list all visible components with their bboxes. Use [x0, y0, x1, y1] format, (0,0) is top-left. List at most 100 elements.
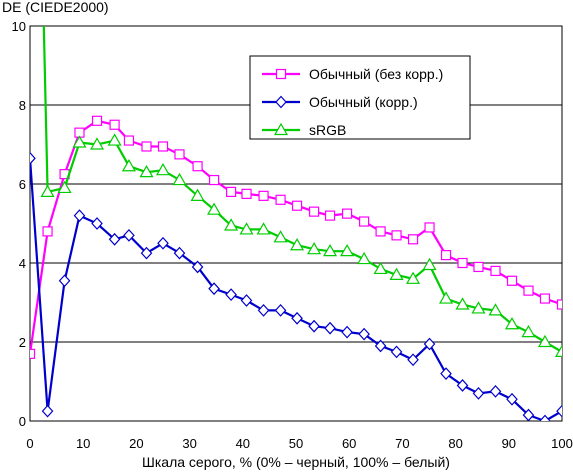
- legend-label: sRGB: [309, 122, 346, 138]
- data-point: [506, 392, 518, 406]
- x-tick-label: 70: [395, 436, 409, 451]
- series-3: [40, 26, 562, 357]
- data-point: [389, 267, 404, 280]
- data-point: [358, 327, 370, 341]
- legend-item: Обычный (корр.): [262, 94, 418, 110]
- data-point: [240, 294, 253, 307]
- data-point: [556, 299, 562, 310]
- data-point: [422, 257, 437, 271]
- data-point: [172, 172, 187, 186]
- legend-item: Обычный (без корр.): [262, 66, 443, 82]
- data-point: [274, 304, 287, 317]
- x-axis-title: Шкала серого, % (0% – черный, 100% – бел…: [142, 454, 450, 470]
- x-tick-label: 40: [236, 436, 250, 451]
- data-point: [391, 230, 402, 241]
- series-layer: [30, 26, 562, 421]
- data-point: [358, 216, 370, 227]
- data-point: [155, 162, 171, 176]
- data-point: [207, 202, 222, 215]
- x-tick-label: 0: [26, 436, 33, 451]
- data-point: [324, 321, 336, 335]
- data-point: [241, 188, 252, 199]
- y-tick-label: 2: [19, 335, 26, 350]
- data-point: [208, 282, 220, 296]
- data-point: [42, 226, 53, 237]
- data-point: [225, 186, 237, 197]
- data-point: [556, 404, 562, 418]
- data-point: [224, 218, 239, 231]
- data-point: [554, 344, 562, 357]
- data-point: [488, 303, 503, 316]
- data-point: [192, 161, 203, 172]
- data-point: [440, 367, 452, 380]
- data-point: [291, 311, 303, 325]
- data-point: [89, 137, 105, 150]
- data-point: [357, 251, 372, 265]
- data-point: [291, 200, 303, 211]
- y-tick-label: 4: [19, 256, 26, 271]
- data-point: [91, 115, 103, 126]
- y-tick-label: 8: [19, 98, 26, 113]
- data-point: [290, 238, 305, 251]
- data-point: [275, 194, 286, 205]
- y-tick-labels: 0 2 4 6 8 10: [12, 19, 26, 429]
- legend-label: Обычный (без корр.): [309, 66, 443, 82]
- data-point: [457, 257, 468, 269]
- data-point: [407, 353, 419, 367]
- series-2: [30, 151, 562, 421]
- data-point: [121, 159, 136, 172]
- data-point: [340, 243, 355, 257]
- data-point: [506, 275, 518, 286]
- data-point: [239, 222, 254, 235]
- x-tick-label: 20: [129, 436, 143, 451]
- series-line: [30, 158, 562, 421]
- data-point: [323, 243, 338, 257]
- data-point: [123, 228, 135, 242]
- data-point: [308, 206, 320, 217]
- data-point: [73, 209, 86, 222]
- data-point: [473, 261, 484, 273]
- data-point: [521, 324, 536, 338]
- data-point: [139, 164, 154, 178]
- data-point: [523, 285, 534, 296]
- data-point: [471, 301, 486, 314]
- data-point: [539, 414, 551, 421]
- x-tick-label: 30: [182, 436, 196, 451]
- data-point: [456, 379, 469, 392]
- x-tick-label: 60: [342, 436, 356, 451]
- data-point: [490, 265, 501, 276]
- data-point: [123, 135, 135, 146]
- data-point: [375, 226, 386, 237]
- plot-frame: [29, 25, 563, 422]
- data-point: [58, 274, 71, 288]
- data-point: [107, 133, 122, 146]
- data-point: [341, 208, 353, 219]
- legend-item: sRGB: [262, 122, 346, 138]
- data-point: [41, 404, 54, 418]
- x-tick-label: 90: [502, 436, 516, 451]
- data-point: [273, 230, 288, 243]
- y-tick-label: 6: [19, 177, 26, 192]
- data-point: [440, 250, 452, 261]
- data-point: [424, 222, 435, 233]
- data-point: [374, 339, 387, 353]
- data-point: [30, 151, 36, 165]
- data-point: [489, 384, 502, 398]
- data-point: [108, 232, 121, 246]
- y-axis-title: DE (CIEDE2000): [2, 0, 109, 15]
- data-point: [438, 291, 454, 304]
- data-point: [140, 246, 153, 260]
- data-point: [225, 288, 237, 301]
- data-point: [141, 141, 152, 152]
- data-point: [40, 184, 55, 197]
- x-tick-labels: 0 10 20 30 40 50 60 70 80 90 100: [26, 436, 572, 451]
- x-tick-label: 100: [551, 436, 573, 451]
- data-point: [308, 319, 320, 333]
- x-tick-label: 50: [289, 436, 303, 451]
- data-point: [57, 180, 72, 194]
- data-point: [307, 241, 322, 255]
- data-point: [208, 174, 220, 186]
- data-point: [537, 334, 553, 348]
- data-point: [30, 348, 36, 359]
